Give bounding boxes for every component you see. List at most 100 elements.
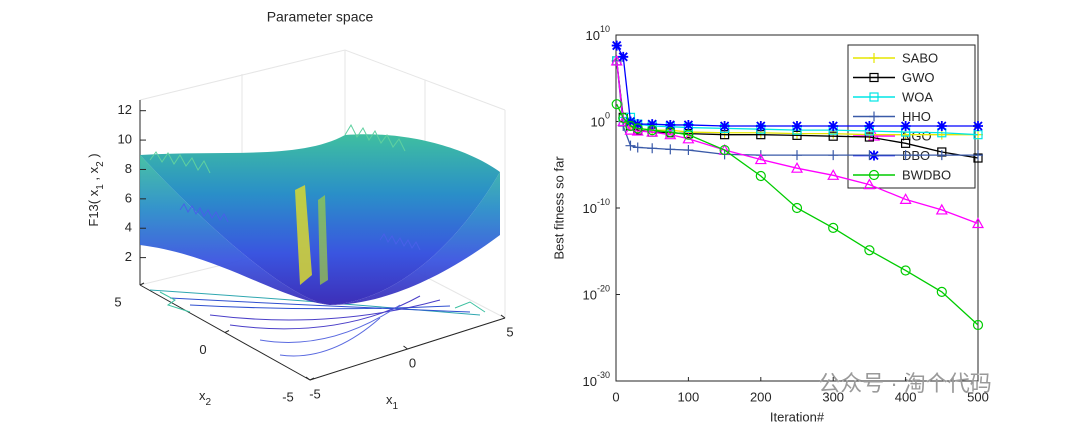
marker (936, 286, 947, 297)
marker (900, 121, 911, 132)
marker (864, 245, 875, 256)
y-tick-label: -5 (282, 389, 294, 404)
marker (936, 150, 947, 161)
y-tick-label: 100 (591, 111, 610, 130)
marker (611, 40, 622, 51)
subscript: 1 (392, 401, 398, 412)
marker (647, 125, 658, 136)
z-tick-label: 6 (125, 190, 132, 205)
marker (618, 51, 629, 62)
marker (827, 169, 840, 180)
x-tick-label: 300 (822, 389, 844, 404)
y-tick-label: 10-10 (583, 197, 610, 216)
y-axis-label: Best fitness so far (551, 156, 566, 260)
contour (149, 289, 486, 357)
marker (899, 193, 912, 204)
marker (828, 222, 839, 234)
chart-title: Parameter space (267, 9, 374, 25)
marker (971, 217, 985, 229)
watermark: 公众号 · 淘个代码 (818, 371, 992, 396)
legend-label: GWO (902, 70, 935, 85)
z-tick-label: 2 (125, 249, 132, 264)
x-tick (500, 314, 506, 319)
marker (664, 128, 677, 140)
marker (683, 145, 694, 156)
marker (828, 131, 838, 141)
y-tick-label: 5 (114, 294, 121, 309)
y-tick-label: 0 (199, 342, 206, 357)
marker (665, 119, 676, 130)
marker (647, 119, 658, 130)
marker (625, 140, 636, 151)
marker (631, 124, 644, 136)
marker (900, 265, 911, 276)
tick-exponent: 10 (600, 24, 610, 34)
marker (864, 132, 875, 142)
y-tick (309, 377, 315, 381)
marker (973, 150, 983, 161)
marker (936, 129, 947, 140)
marker (755, 170, 766, 182)
marker (719, 144, 730, 156)
legend-label: SABO (902, 50, 938, 65)
legend-marker (869, 72, 879, 83)
z-axis-label: F13( x1 , x2 ) (86, 153, 106, 226)
marker (792, 121, 802, 132)
label-part: x (199, 388, 206, 403)
marker (828, 150, 839, 161)
x-tick-label: 0 (409, 355, 416, 370)
tick-exponent: 0 (605, 111, 610, 121)
marker (755, 121, 766, 132)
marker (719, 121, 730, 132)
marker (900, 150, 911, 161)
label-part: F13( x (86, 189, 101, 226)
x-tick-label: 400 (895, 389, 917, 404)
marker (972, 319, 984, 331)
subscript: 2 (205, 397, 211, 408)
x-axis-label: x1 (386, 392, 399, 412)
label-part: ) (86, 153, 101, 161)
marker (863, 178, 876, 190)
x-tick (305, 376, 311, 381)
tick-exponent: -10 (597, 197, 610, 207)
marker (792, 150, 802, 161)
x-tick-label: 100 (678, 389, 700, 404)
marker (792, 130, 802, 140)
label-part: x (386, 392, 393, 407)
marker (790, 161, 804, 173)
tick-base: 10 (591, 115, 605, 130)
x-tick-label: 0 (612, 389, 619, 404)
legend-label: WOA (902, 89, 933, 104)
x-tick-label: 500 (967, 389, 989, 404)
marker (625, 120, 636, 132)
label-part: , x (86, 166, 101, 184)
tick-exponent: -30 (597, 370, 610, 380)
tick-exponent: -20 (597, 284, 610, 294)
legend-label: BWDBO (902, 167, 951, 182)
y-tick (139, 282, 145, 286)
y-axis-label: x2 (199, 388, 212, 408)
surface (140, 123, 500, 305)
tick-base: 10 (586, 28, 600, 43)
marker (936, 121, 947, 132)
marker (665, 144, 676, 155)
x-tick (403, 345, 408, 350)
z-tick-label: 4 (125, 220, 132, 235)
marker (632, 123, 643, 134)
legend-marker (869, 53, 879, 63)
marker (683, 129, 694, 140)
marker (683, 119, 694, 130)
marker (647, 143, 658, 154)
marker (646, 125, 659, 137)
marker (864, 150, 875, 161)
x-tick-label: 200 (750, 389, 772, 404)
y-tick-label: 10-30 (583, 370, 610, 389)
tick-base: 10 (583, 288, 597, 303)
legend-marker (869, 111, 879, 122)
marker (973, 121, 983, 132)
x-tick-label: 5 (506, 324, 513, 339)
marker (900, 138, 911, 148)
legend-label: HHO (902, 109, 931, 124)
